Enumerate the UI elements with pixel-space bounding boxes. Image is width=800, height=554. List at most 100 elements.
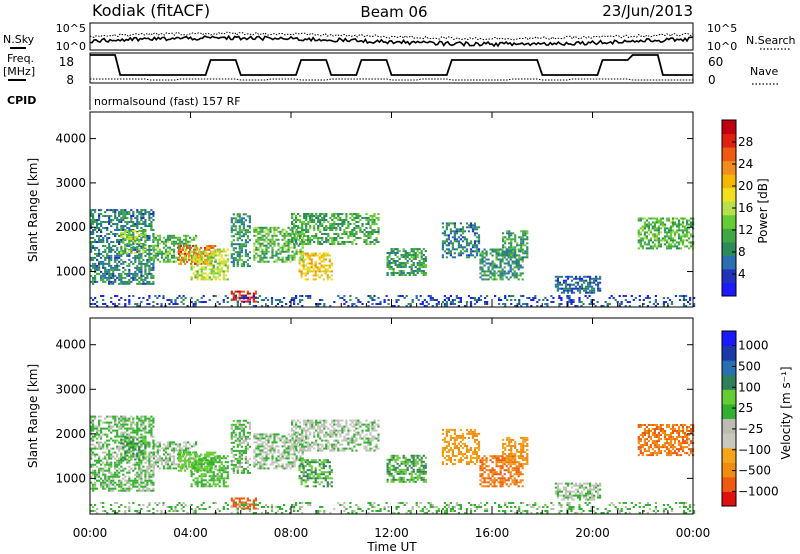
power-cell [663, 231, 667, 234]
power-cell [589, 281, 592, 284]
velocity-cell [222, 479, 225, 482]
power-cell [667, 235, 671, 238]
power-cell [657, 225, 660, 228]
power-cell [637, 229, 640, 232]
power-cell [170, 236, 174, 239]
power-cell [457, 242, 460, 245]
power-cell [397, 305, 400, 307]
velocity-cell [92, 421, 95, 424]
power-cell [686, 223, 689, 226]
power-cell [303, 233, 306, 235]
power-cell [168, 260, 172, 263]
velocity-cell [230, 447, 233, 450]
velocity-cell [142, 456, 145, 459]
power-cell [479, 258, 482, 261]
power-cell [453, 252, 456, 255]
velocity-cell [178, 461, 182, 464]
power-cell [463, 236, 467, 239]
velocity-cell [126, 436, 129, 439]
power-cell [477, 297, 481, 299]
power-cell [200, 268, 203, 271]
power-cell [465, 226, 469, 229]
power-cell [106, 227, 109, 229]
power-cell [465, 244, 469, 247]
power-cell [276, 299, 280, 301]
velocity-cell [226, 455, 229, 458]
power-cell [242, 221, 245, 224]
power-cell [307, 229, 310, 231]
power-cell [112, 233, 115, 235]
velocity-cell [224, 477, 227, 480]
power-cell [471, 228, 475, 231]
power-cell [600, 305, 603, 307]
power-cell [325, 229, 328, 231]
power-cell [285, 242, 288, 245]
velocity-cell [196, 461, 199, 464]
power-cell [170, 260, 174, 263]
power-cell [457, 297, 460, 299]
power-cell [379, 303, 382, 305]
power-cell [566, 287, 570, 290]
power-cell [144, 219, 147, 221]
power-cell [144, 237, 147, 240]
velocity-cell [202, 459, 205, 462]
power-cell [682, 295, 686, 297]
power-cell [261, 228, 264, 231]
velocity-cell [138, 473, 141, 476]
power-cell [624, 299, 627, 301]
velocity-cell [116, 473, 119, 476]
velocity-cell [102, 483, 105, 486]
power-cell [597, 287, 600, 290]
power-cell [189, 236, 192, 239]
power-cell [283, 234, 286, 237]
power-cell [168, 234, 172, 237]
power-cell [337, 225, 340, 227]
power-cell [400, 266, 403, 268]
power-cell [184, 262, 187, 265]
power-cell [112, 266, 115, 269]
power-cell [108, 264, 111, 267]
power-cell [414, 274, 417, 276]
velocity-cell [136, 415, 139, 418]
power-cell [307, 231, 310, 233]
velocity-cell [144, 453, 147, 456]
velocity-cell [144, 429, 147, 432]
velocity-cell [164, 463, 168, 466]
power-cell [190, 264, 193, 267]
power-cell [324, 270, 327, 273]
power-cell [323, 215, 326, 217]
power-cell [524, 234, 527, 237]
power-cell [142, 297, 145, 299]
power-cell [365, 239, 368, 241]
power-cell [234, 296, 237, 299]
power-cell [313, 219, 316, 221]
power-cell [511, 262, 514, 265]
power-cell [142, 209, 145, 212]
power-cell [293, 237, 296, 239]
power-cell [134, 241, 137, 244]
power-cell [453, 222, 456, 225]
velocity-cell [232, 503, 235, 506]
velocity-cell [204, 483, 207, 486]
power-cell [643, 225, 646, 228]
velocity-cell [222, 465, 225, 468]
power-cell [668, 299, 672, 301]
power-cell [465, 256, 469, 259]
power-cell [206, 258, 209, 261]
power-cell [254, 305, 257, 307]
power-cell [639, 217, 642, 220]
velocity-cell [128, 451, 131, 454]
power-cell [255, 230, 258, 233]
velocity-cell [176, 453, 180, 456]
power-cell [637, 235, 640, 238]
power-cell [570, 289, 574, 292]
power-cell [591, 285, 594, 288]
power-cell [259, 236, 262, 239]
power-cell [204, 248, 207, 251]
power-cell [412, 274, 415, 276]
velocity-cell [210, 467, 213, 470]
power-cell [657, 233, 660, 236]
velocity-cell [132, 431, 135, 434]
power-cell [522, 303, 525, 305]
power-cell [501, 260, 504, 263]
